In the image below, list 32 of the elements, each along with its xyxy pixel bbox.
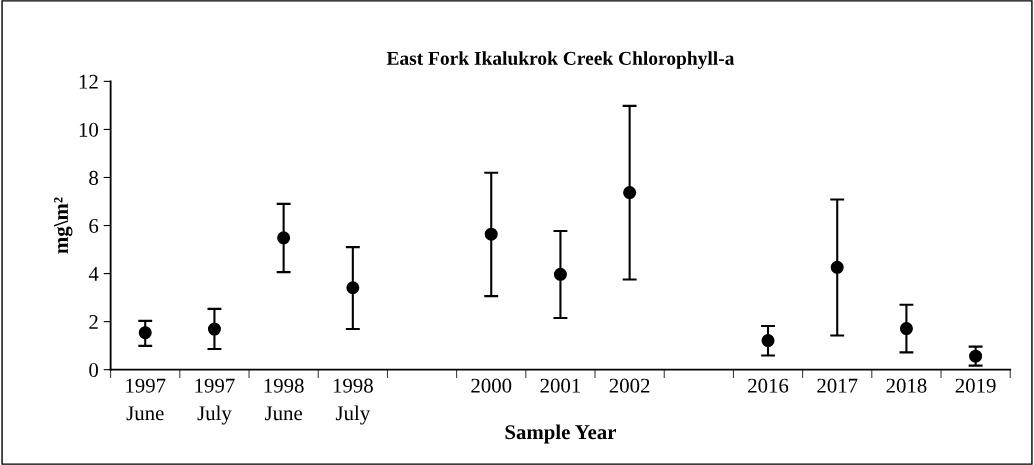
x-tick-label: 1998 July (333, 378, 373, 425)
point (899, 322, 913, 336)
x-tick-label: 2000 (471, 378, 512, 393)
x-tick-label: 1998 June (264, 378, 304, 421)
point (969, 349, 983, 363)
point (484, 227, 498, 241)
y-tick-label: 4 (88, 267, 99, 281)
x-tick-label: 2019 (955, 378, 996, 393)
x-tick-label: 2002 (609, 378, 650, 393)
y-tick-label: 6 (89, 218, 99, 233)
y-tick-label: 10 (79, 122, 99, 137)
y-axis-title: mg\m² (54, 197, 73, 254)
x-tick-label: 2016 (748, 378, 789, 393)
chart-title: East Fork Ikalukrok Creek Chlorophyll-a (386, 51, 735, 69)
point (346, 281, 360, 295)
y-tick-label: 12 (79, 74, 98, 89)
x-tick-label: 2018 (886, 378, 927, 393)
point (207, 322, 221, 336)
y-tick-label: 2 (89, 315, 98, 329)
x-axis-title: Sample Year (505, 424, 616, 444)
point (553, 267, 567, 281)
point (277, 231, 291, 245)
x-tick-label: 1997 July (195, 378, 235, 425)
x-tick-label: 1997 June (126, 378, 166, 421)
y-tick-label: 8 (89, 170, 99, 185)
point (761, 334, 775, 348)
point (623, 186, 637, 200)
x-tick-label: 2017 (817, 378, 858, 393)
y-tick-label: 0 (89, 363, 99, 378)
x-tick-label: 2001 (540, 378, 581, 393)
point (830, 260, 844, 274)
point (138, 326, 152, 340)
